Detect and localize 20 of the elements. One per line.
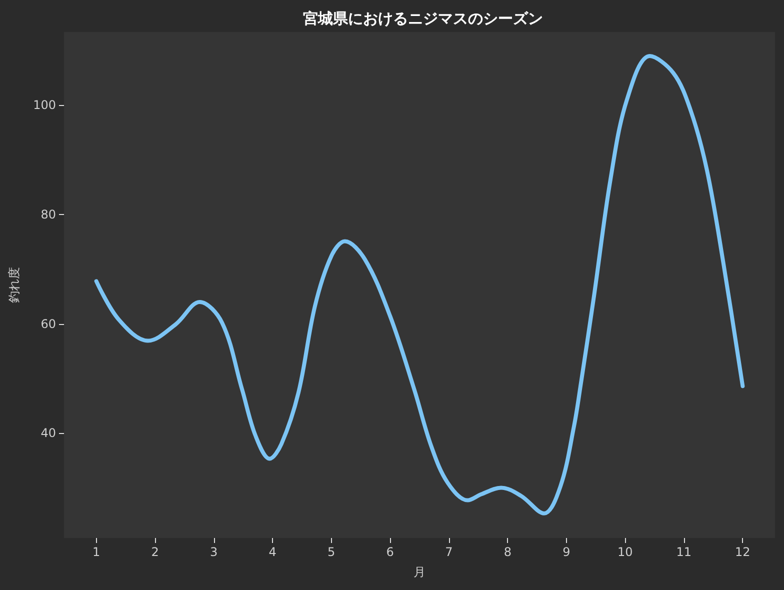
x-tick-label: 1 — [92, 545, 100, 559]
x-tick-label: 5 — [328, 545, 336, 559]
y-tick-label: 100 — [33, 98, 56, 112]
x-tick-label: 3 — [210, 545, 218, 559]
y-tick-label: 40 — [40, 426, 56, 440]
y-tick-label: 60 — [40, 316, 56, 331]
chart-title: 宮城県におけるニジマスのシーズン — [303, 10, 543, 28]
line-series — [94, 54, 745, 516]
x-tick-label: 9 — [562, 545, 570, 559]
x-axis-title: 月 — [414, 565, 426, 579]
x-tick-label: 10 — [618, 545, 633, 559]
x-tick-label: 6 — [386, 545, 394, 559]
y-axis-title: 釣れ度 — [7, 267, 21, 303]
x-tick-label: 4 — [268, 545, 276, 559]
x-tick-label: 8 — [504, 545, 512, 559]
x-tick-label: 12 — [735, 545, 750, 559]
x-tick-label: 2 — [151, 545, 159, 559]
y-tick-label: 80 — [40, 208, 56, 222]
x-tick-label: 11 — [676, 545, 692, 559]
x-tick-label: 7 — [445, 545, 453, 559]
